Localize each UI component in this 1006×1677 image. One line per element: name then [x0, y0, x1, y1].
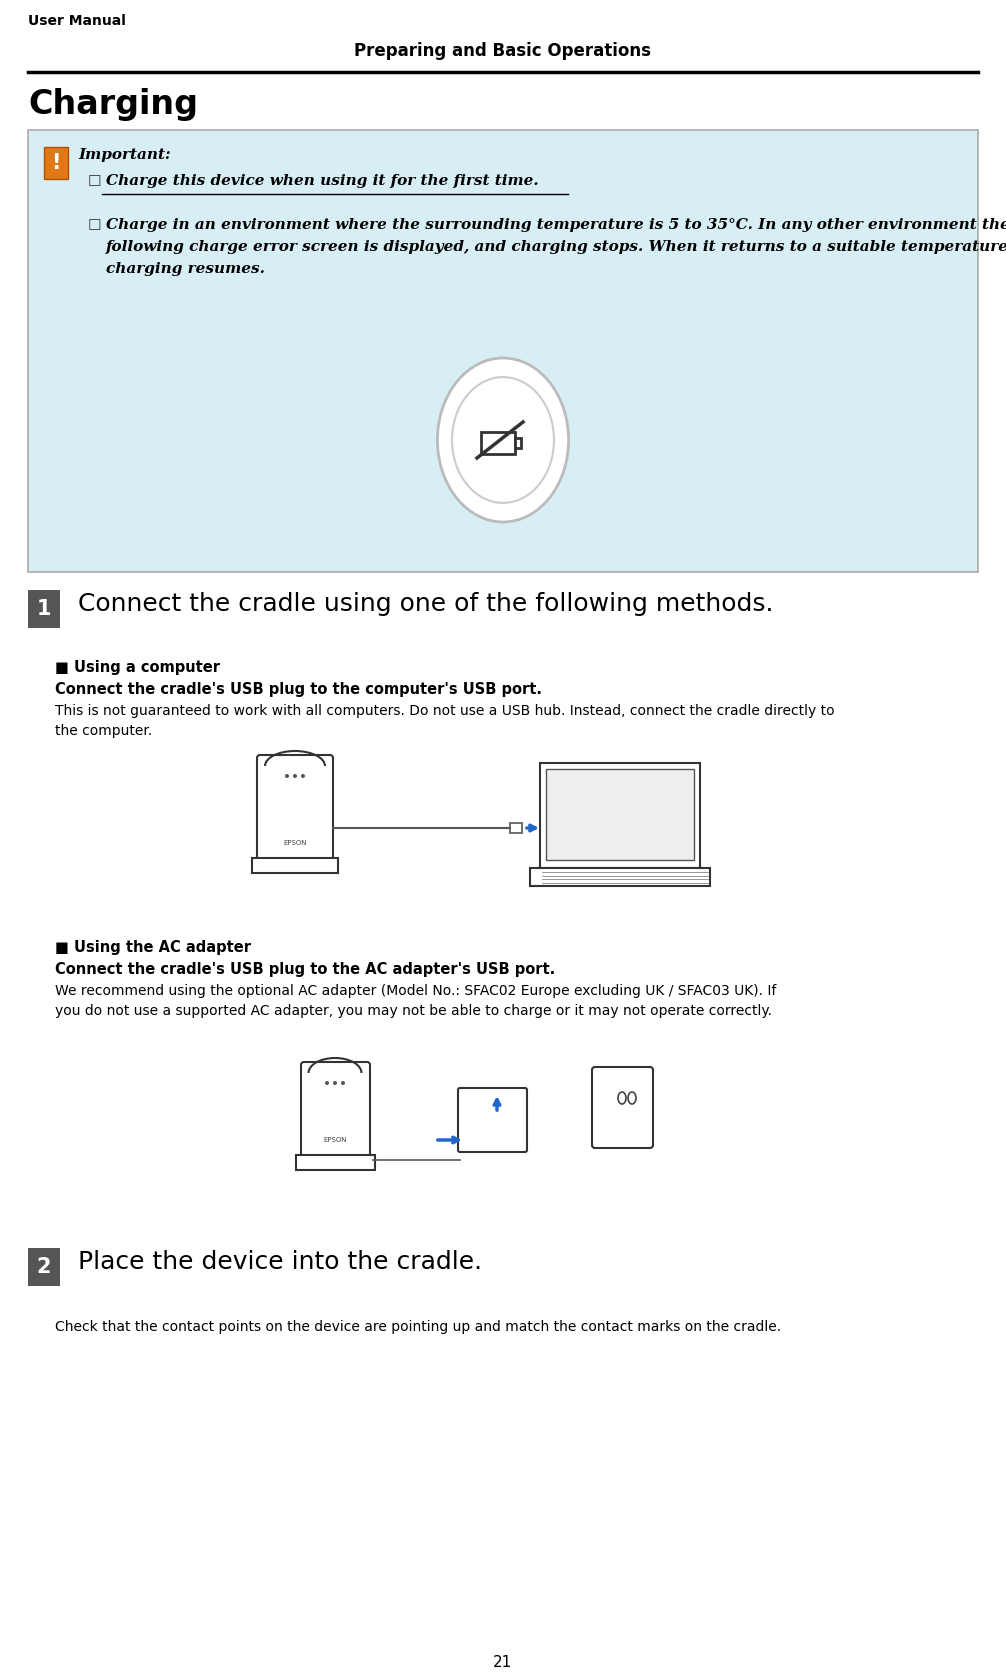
Text: 21: 21	[493, 1655, 513, 1670]
Ellipse shape	[438, 357, 568, 522]
Circle shape	[293, 775, 297, 778]
Text: Preparing and Basic Operations: Preparing and Basic Operations	[354, 42, 652, 60]
Text: the computer.: the computer.	[55, 724, 152, 738]
Text: Charge in an environment where the surrounding temperature is 5 to 35°C. In any : Charge in an environment where the surro…	[106, 218, 1006, 231]
Circle shape	[333, 1082, 337, 1085]
FancyBboxPatch shape	[301, 1062, 370, 1159]
Text: We recommend using the optional AC adapter (Model No.: SFAC02 Europe excluding U: We recommend using the optional AC adapt…	[55, 984, 777, 998]
Text: Charge this device when using it for the first time.: Charge this device when using it for the…	[106, 174, 538, 188]
Text: Connect the cradle's USB plug to the computer's USB port.: Connect the cradle's USB plug to the com…	[55, 683, 542, 698]
Text: Check that the contact points on the device are pointing up and match the contac: Check that the contact points on the dev…	[55, 1320, 781, 1333]
Text: EPSON: EPSON	[284, 840, 307, 845]
FancyBboxPatch shape	[515, 438, 521, 448]
FancyBboxPatch shape	[28, 590, 60, 627]
Text: This is not guaranteed to work with all computers. Do not use a USB hub. Instead: This is not guaranteed to work with all …	[55, 704, 835, 718]
Text: User Manual: User Manual	[28, 13, 126, 29]
FancyBboxPatch shape	[540, 763, 700, 869]
Circle shape	[285, 775, 289, 778]
Text: Connect the cradle using one of the following methods.: Connect the cradle using one of the foll…	[78, 592, 774, 615]
FancyBboxPatch shape	[252, 859, 338, 874]
Text: 1: 1	[37, 599, 51, 619]
Circle shape	[325, 1082, 329, 1085]
Text: EPSON: EPSON	[323, 1137, 347, 1144]
FancyBboxPatch shape	[28, 131, 978, 572]
Ellipse shape	[628, 1092, 636, 1103]
Text: 2: 2	[37, 1258, 51, 1276]
Text: ☐: ☐	[88, 218, 102, 233]
Text: Connect the cradle's USB plug to the AC adapter's USB port.: Connect the cradle's USB plug to the AC …	[55, 963, 555, 978]
Ellipse shape	[618, 1092, 626, 1103]
Text: ■ Using a computer: ■ Using a computer	[55, 661, 220, 676]
Text: following charge error screen is displayed, and charging stops. When it returns : following charge error screen is display…	[106, 240, 1006, 253]
FancyBboxPatch shape	[44, 148, 68, 179]
Text: charging resumes.: charging resumes.	[106, 262, 265, 277]
Ellipse shape	[452, 377, 554, 503]
FancyBboxPatch shape	[296, 1155, 375, 1171]
FancyBboxPatch shape	[481, 433, 515, 454]
Circle shape	[301, 775, 305, 778]
Text: Place the device into the cradle.: Place the device into the cradle.	[78, 1249, 482, 1275]
FancyBboxPatch shape	[592, 1067, 653, 1149]
FancyBboxPatch shape	[530, 869, 710, 885]
FancyBboxPatch shape	[546, 770, 694, 860]
Text: ☐: ☐	[88, 174, 102, 190]
Text: Charging: Charging	[28, 87, 198, 121]
FancyBboxPatch shape	[510, 823, 522, 833]
FancyBboxPatch shape	[458, 1088, 527, 1152]
FancyBboxPatch shape	[257, 755, 333, 860]
Circle shape	[341, 1082, 345, 1085]
Text: ■ Using the AC adapter: ■ Using the AC adapter	[55, 941, 252, 954]
Text: you do not use a supported AC adapter, you may not be able to charge or it may n: you do not use a supported AC adapter, y…	[55, 1005, 772, 1018]
FancyBboxPatch shape	[28, 1248, 60, 1286]
Text: !: !	[51, 153, 60, 173]
Text: Important:: Important:	[78, 148, 171, 163]
